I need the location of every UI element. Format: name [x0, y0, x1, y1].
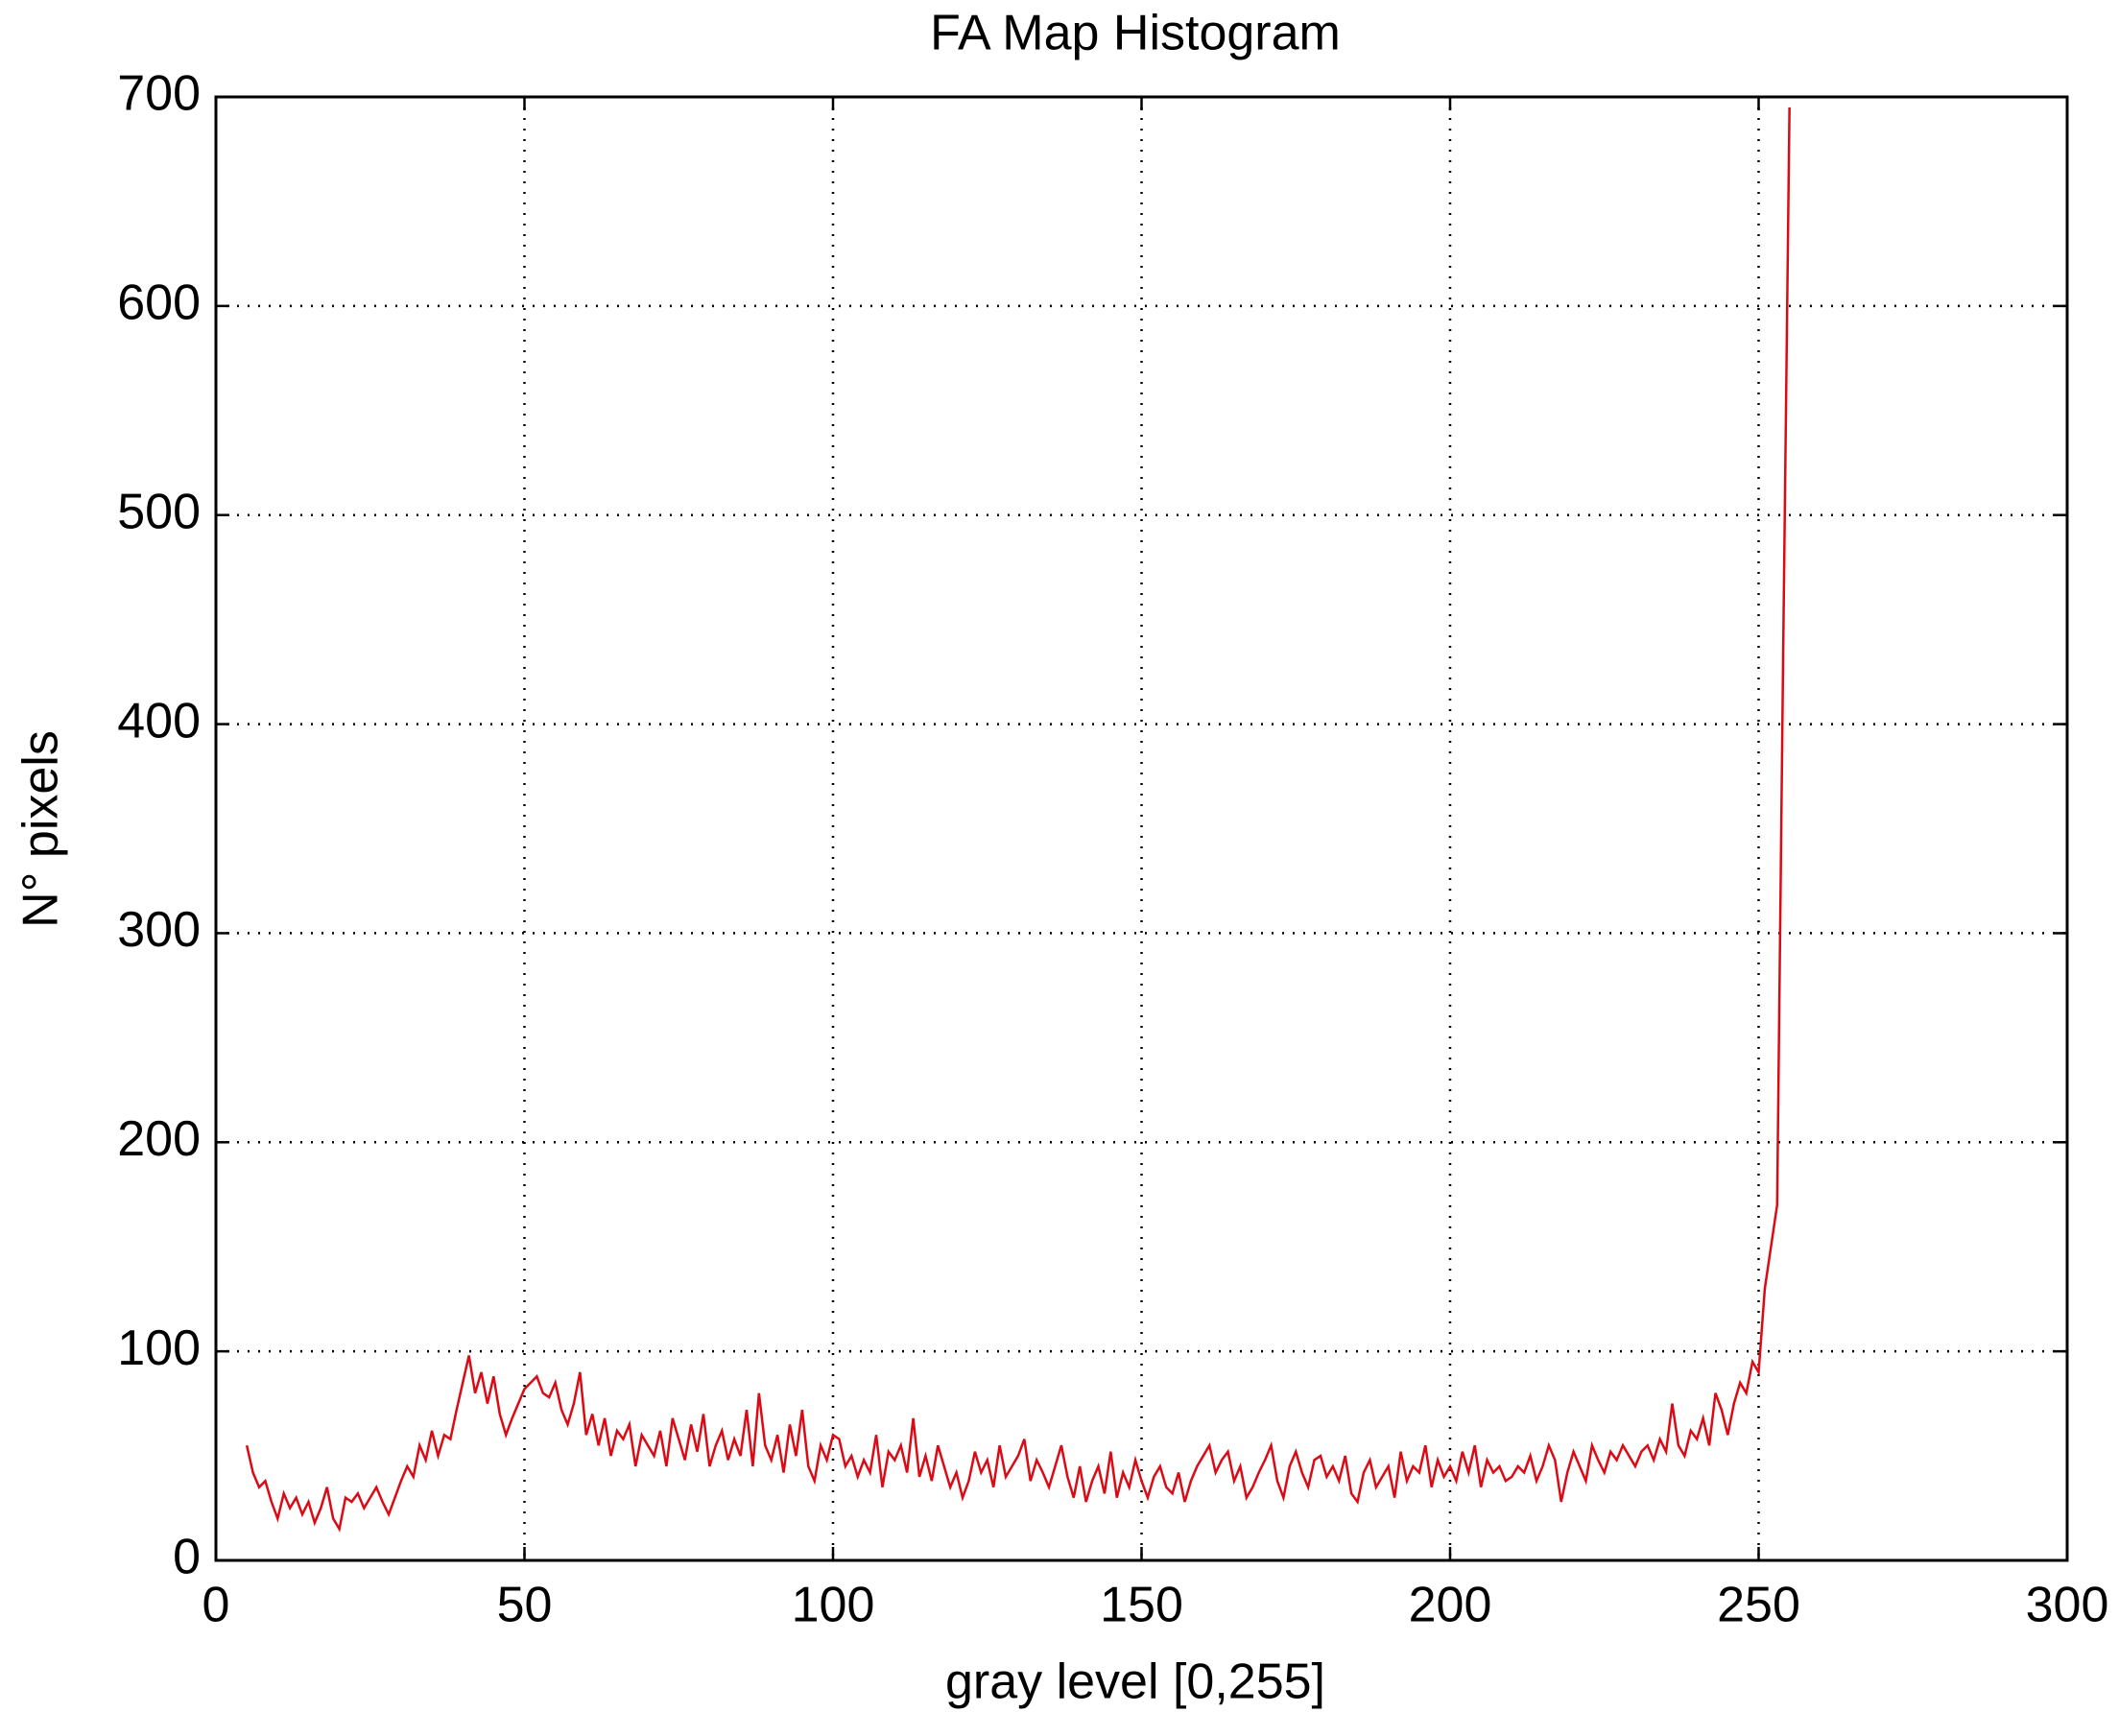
x-tick-label: 150	[1100, 1578, 1183, 1633]
y-tick-label: 700	[117, 66, 201, 122]
x-axis-label: gray level [0,255]	[945, 1654, 1325, 1710]
chart-title: FA Map Histogram	[930, 6, 1341, 61]
y-tick-label: 100	[117, 1320, 201, 1376]
x-tick-label: 50	[497, 1578, 553, 1633]
y-tick-label: 300	[117, 902, 201, 958]
y-tick-label: 0	[173, 1530, 201, 1585]
x-tick-label: 0	[202, 1578, 230, 1633]
y-tick-label: 400	[117, 693, 201, 749]
x-tick-label: 100	[792, 1578, 875, 1633]
y-tick-label: 500	[117, 484, 201, 539]
data-line	[245, 107, 1791, 1533]
y-tick-label: 600	[117, 275, 201, 331]
x-tick-label: 250	[1717, 1578, 1800, 1633]
x-tick-label: 200	[1409, 1578, 1492, 1633]
x-tick-label: 300	[2026, 1578, 2109, 1633]
y-tick-label: 200	[117, 1111, 201, 1167]
y-axis-label: N° pixels	[13, 730, 69, 928]
axes-box	[214, 95, 2069, 1562]
